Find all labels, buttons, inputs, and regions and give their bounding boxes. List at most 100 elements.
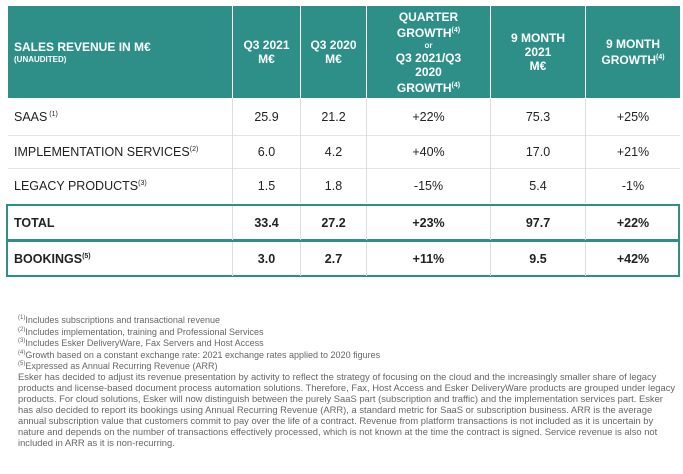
value-cell: 4.2 [300, 135, 366, 168]
header-text: M€ [325, 52, 342, 66]
label-text: TOTAL [14, 216, 55, 230]
row-divider [8, 168, 680, 169]
header-text: 9 MONTH [511, 31, 565, 45]
footnote-text: Expressed as Annual Recurring Revenue (A… [25, 361, 218, 371]
header-text: M€ [529, 59, 547, 73]
value-cell: +22% [585, 206, 680, 240]
header-cell: Q3 2020 M€ [300, 6, 366, 98]
value-text: +42% [616, 252, 650, 266]
label-text: SAAS [14, 109, 48, 124]
footnote: (1)Includes subscriptions and transactio… [18, 313, 220, 326]
footnote: (5)Expressed as Annual Recurring Revenue… [18, 359, 217, 372]
superscript: (5) [18, 361, 26, 367]
header-text: Q3 2021/Q3 [395, 50, 462, 65]
header-line: 2020 [415, 65, 442, 79]
value-text: 75.3 [525, 109, 551, 124]
value-text: 3.0 [257, 252, 276, 266]
row-label: BOOKINGS(5) [8, 242, 232, 276]
header-text: Q3 2020 [310, 38, 357, 52]
header-line: QUARTER [399, 10, 458, 24]
value-cell: 75.3 [490, 98, 585, 135]
value-text: -1% [621, 178, 645, 193]
value-cell: 9.5 [490, 242, 585, 276]
header-cell: 9 MONTH 2021 M€ [490, 6, 585, 98]
footnote-text: Includes implementation, training and Pr… [25, 326, 264, 337]
header-text: 2020 [415, 64, 442, 79]
header-text: GROWTH [396, 80, 452, 95]
value-cell: 5.4 [490, 168, 585, 203]
value-cell: -1% [585, 168, 680, 203]
value-cell: 1.5 [232, 168, 300, 203]
row-label: SAAS (1) [8, 98, 232, 135]
value-text: +22% [412, 109, 445, 124]
value-cell: -15% [366, 168, 490, 203]
footnote-text: Includes subscriptions and transactional… [25, 315, 220, 325]
header-line: GROWTH(4) [601, 51, 664, 67]
superscript: (1) [18, 315, 26, 321]
header-cell: 9 MONTH GROWTH(4) [585, 6, 680, 98]
value-text: 21.2 [321, 109, 346, 124]
value-text: 27.2 [321, 216, 346, 230]
superscript: (4) [451, 26, 461, 34]
value-cell: 1.8 [300, 168, 366, 203]
footnote: (2)Includes implementation, training and… [18, 325, 263, 338]
header-line: Q3 2021/Q3 [396, 51, 461, 65]
header-line: M€ [325, 52, 342, 66]
header-text: GROWTH [396, 25, 452, 40]
value-text: 1.8 [324, 178, 343, 193]
superscript: (5) [82, 252, 91, 260]
value-text: +25% [616, 109, 650, 124]
header-line: GROWTH(4) [397, 79, 460, 95]
label-line: LEGACY PRODUCTS(3) [14, 179, 147, 193]
header-line: 2021 [525, 45, 552, 59]
label-line: SAAS (1) [14, 110, 58, 124]
header-text: GROWTH [601, 53, 657, 67]
value-text: -15% [413, 178, 444, 193]
value-cell: 6.0 [232, 135, 300, 168]
superscript: (3) [18, 338, 26, 344]
value-cell: 33.4 [232, 206, 300, 240]
value-cell: +42% [585, 242, 680, 276]
header-line: 9 MONTH [606, 37, 660, 51]
header-cell: QUARTER GROWTH(4) or Q3 2021/Q3 2020 GROWTH(4… [366, 6, 490, 98]
value-text: 6.0 [257, 144, 276, 159]
header-text: Q3 2021 [243, 38, 290, 52]
value-cell: +22% [366, 98, 490, 135]
value-cell: +23% [366, 206, 490, 240]
row-label: LEGACY PRODUCTS(3) [8, 168, 232, 203]
header-line: GROWTH(4) [397, 24, 460, 40]
note-paragraph: Esker has decided to adjust its revenue … [18, 371, 676, 448]
row-label: IMPLEMENTATION SERVICES(2) [8, 135, 232, 168]
header-text: (UNAUDITED) [14, 54, 67, 64]
value-text: +21% [616, 144, 650, 159]
value-text: 5.4 [529, 178, 547, 193]
row-divider [8, 135, 680, 136]
value-cell: 25.9 [232, 98, 300, 135]
value-cell: 2.7 [300, 242, 366, 276]
value-cell: 97.7 [490, 206, 585, 240]
value-text: 25.9 [254, 109, 279, 124]
header-line: Q3 2020 [310, 38, 356, 52]
footnote-text: Growth based on a constant exchange rate… [25, 349, 381, 360]
value-text: 2.7 [324, 252, 343, 266]
superscript: (4) [656, 54, 665, 61]
header-text: 9 MONTH [606, 37, 660, 51]
value-text: 1.5 [257, 178, 276, 193]
header-line: or [425, 40, 433, 51]
superscript: (4) [451, 81, 461, 89]
header-text: or [424, 40, 433, 50]
value-text: +23% [412, 216, 445, 230]
value-cell: 17.0 [490, 135, 585, 168]
footnote-text: Includes Esker DeliveryWare, Fax Servers… [25, 338, 264, 348]
value-cell: +40% [366, 135, 490, 168]
header-text: QUARTER [398, 9, 459, 24]
header-text: M€ [258, 52, 275, 66]
row-frame [6, 240, 680, 277]
header-line: M€ [530, 59, 547, 73]
value-text: 33.4 [254, 216, 279, 230]
label-text: IMPLEMENTATION SERVICES [14, 144, 190, 159]
header-text: SALES REVENUE IN M€ [14, 39, 151, 54]
footnote: (4)Growth based on a constant exchange r… [18, 348, 380, 361]
header-line: SALES REVENUE IN M€ [14, 40, 151, 54]
